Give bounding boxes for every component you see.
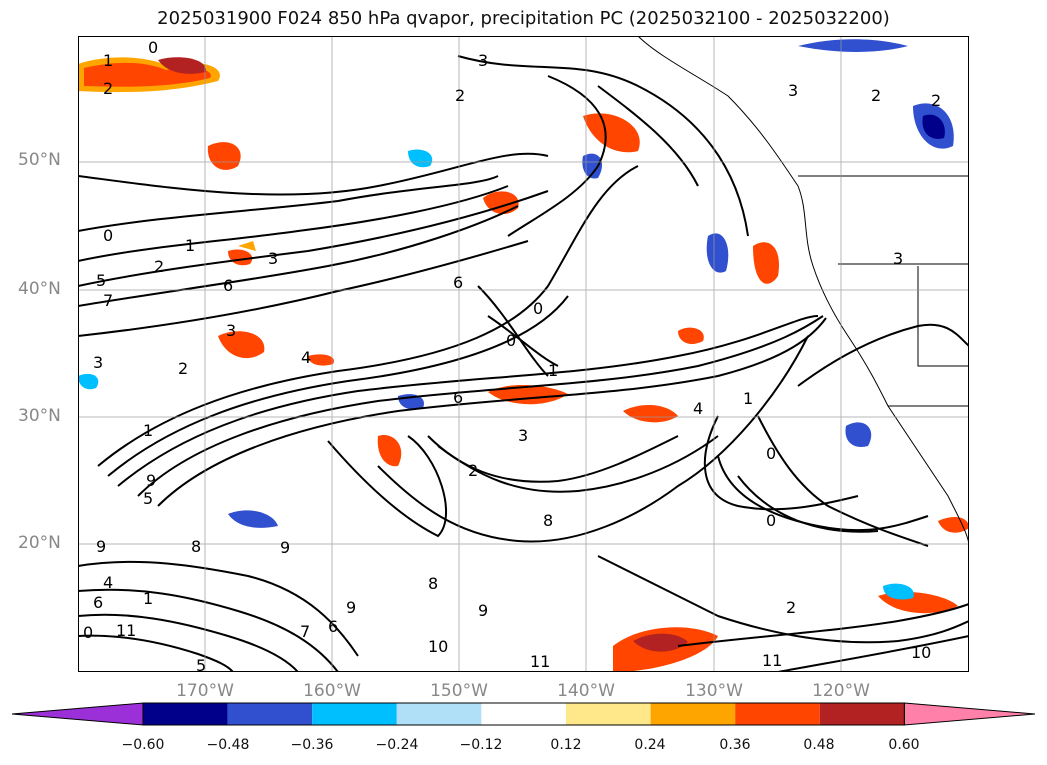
contour-label: 8 bbox=[191, 537, 201, 556]
colorbar-tick: −0.60 bbox=[121, 737, 165, 753]
lon-label-150w: 150°W bbox=[430, 681, 488, 701]
contour-label: 5 bbox=[143, 489, 153, 508]
contour-label: 3 bbox=[518, 426, 528, 445]
colorbar-tick: 0.12 bbox=[550, 737, 582, 753]
contour-label: 1 bbox=[185, 236, 195, 255]
lon-label-120w: 120°W bbox=[812, 681, 870, 701]
contour-label: 5 bbox=[96, 271, 106, 290]
contour-label: 5 bbox=[196, 656, 206, 672]
contour-label-group: 0 1 2 3 2 0 1 2 3 5 6 7 6 3 4 2 3 0 0 1 … bbox=[83, 38, 941, 672]
colorbar-tick: 0.36 bbox=[719, 737, 751, 753]
colorbar-segment bbox=[650, 703, 736, 725]
graticule bbox=[78, 36, 969, 672]
colorbar-extend-high bbox=[903, 702, 1036, 726]
colorbar-segment bbox=[735, 703, 820, 725]
contour-label: 9 bbox=[146, 471, 156, 490]
lat-label-50n: 50°N bbox=[18, 150, 61, 170]
contour-label: 4 bbox=[301, 348, 311, 367]
contour-label: 10 bbox=[428, 637, 448, 656]
colorbar-tick: −0.36 bbox=[290, 737, 334, 753]
contour-label: 2 bbox=[103, 79, 113, 98]
contour-label: 3 bbox=[226, 321, 236, 340]
contour-label: 1 bbox=[103, 51, 113, 70]
colorbar-extend-low bbox=[11, 702, 144, 726]
lon-label-140w: 140°W bbox=[557, 681, 615, 701]
contour-label: 3 bbox=[478, 51, 488, 70]
contour-label: 0 bbox=[506, 331, 516, 350]
contour-label: 3 bbox=[93, 353, 103, 372]
contour-label: 8 bbox=[543, 511, 553, 530]
contour-label: 1 bbox=[743, 389, 753, 408]
contour-label: 9 bbox=[478, 601, 488, 620]
colorbar-segment bbox=[143, 703, 228, 725]
colorbar-tick: −0.48 bbox=[206, 737, 250, 753]
colorbar-segment bbox=[227, 703, 313, 725]
contour-label: 4 bbox=[103, 573, 113, 592]
colorbar-tick: 0.24 bbox=[634, 737, 666, 753]
contour-label: 6 bbox=[453, 273, 463, 292]
lat-label-20n: 20°N bbox=[18, 533, 61, 553]
contour-label: 3 bbox=[893, 249, 903, 268]
contour-label: 2 bbox=[468, 461, 478, 480]
colorbar-segment bbox=[819, 703, 905, 725]
contour-label: 2 bbox=[931, 91, 941, 110]
colorbar-tick: −0.12 bbox=[459, 737, 503, 753]
contour-label: 0 bbox=[83, 623, 93, 642]
contour-label: 2 bbox=[455, 86, 465, 105]
contour-label: 9 bbox=[96, 537, 106, 556]
colorbar-segment bbox=[566, 703, 651, 725]
contour-label: 0 bbox=[148, 38, 158, 57]
map-title: 2025031900 F024 850 hPa qvapor, precipit… bbox=[157, 8, 890, 29]
colorbar-frame bbox=[142, 702, 905, 726]
colorbar-tick: −0.24 bbox=[375, 737, 419, 753]
lat-label-40n: 40°N bbox=[18, 279, 61, 299]
contour-label: 4 bbox=[693, 399, 703, 418]
map-frame bbox=[78, 36, 969, 672]
contour-label: 9 bbox=[280, 538, 290, 557]
lon-label-130w: 130°W bbox=[685, 681, 743, 701]
contour-label: 0 bbox=[103, 226, 113, 245]
contour-label: 3 bbox=[788, 81, 798, 100]
contour-label: 1 bbox=[143, 421, 153, 440]
contour-label: 9 bbox=[346, 598, 356, 617]
precip-field bbox=[78, 39, 969, 672]
contour-label: 0 bbox=[533, 299, 543, 318]
contour-label: 2 bbox=[178, 359, 188, 378]
contour-label: 3 bbox=[268, 249, 278, 268]
contour-label: 0 bbox=[766, 511, 776, 530]
lon-label-170w: 170°W bbox=[176, 681, 234, 701]
contour-label: 11 bbox=[762, 651, 782, 670]
colorbar-segment bbox=[312, 703, 397, 725]
contour-label: 7 bbox=[300, 622, 310, 641]
contour-label: 0 bbox=[766, 444, 776, 463]
qvapor-contours bbox=[78, 55, 969, 672]
contour-label: 1 bbox=[548, 361, 558, 380]
contour-label: 2 bbox=[786, 598, 796, 617]
contour-label: 2 bbox=[154, 257, 164, 276]
contour-label: 6 bbox=[93, 593, 103, 612]
colorbar-tick: 0.48 bbox=[803, 737, 835, 753]
lon-label-160w: 160°W bbox=[303, 681, 361, 701]
contour-label: 11 bbox=[116, 621, 136, 640]
contour-label: 1 bbox=[143, 589, 153, 608]
colorbar bbox=[11, 702, 1036, 726]
contour-label: 11 bbox=[530, 652, 550, 671]
colorbar-segment bbox=[481, 703, 566, 725]
contour-label: 2 bbox=[871, 86, 881, 105]
colorbar-tick: 0.60 bbox=[888, 737, 920, 753]
contour-label: 10 bbox=[911, 643, 931, 662]
contour-label: 8 bbox=[428, 574, 438, 593]
contour-label: 6 bbox=[328, 617, 338, 636]
contour-label: 6 bbox=[453, 388, 463, 407]
lat-label-30n: 30°N bbox=[18, 406, 61, 426]
contour-label: 7 bbox=[103, 291, 113, 310]
colorbar-segment bbox=[396, 703, 482, 725]
contour-label: 6 bbox=[223, 276, 233, 295]
map-plot-area: 0 1 2 3 2 0 1 2 3 5 6 7 6 3 4 2 3 0 0 1 … bbox=[78, 36, 969, 672]
